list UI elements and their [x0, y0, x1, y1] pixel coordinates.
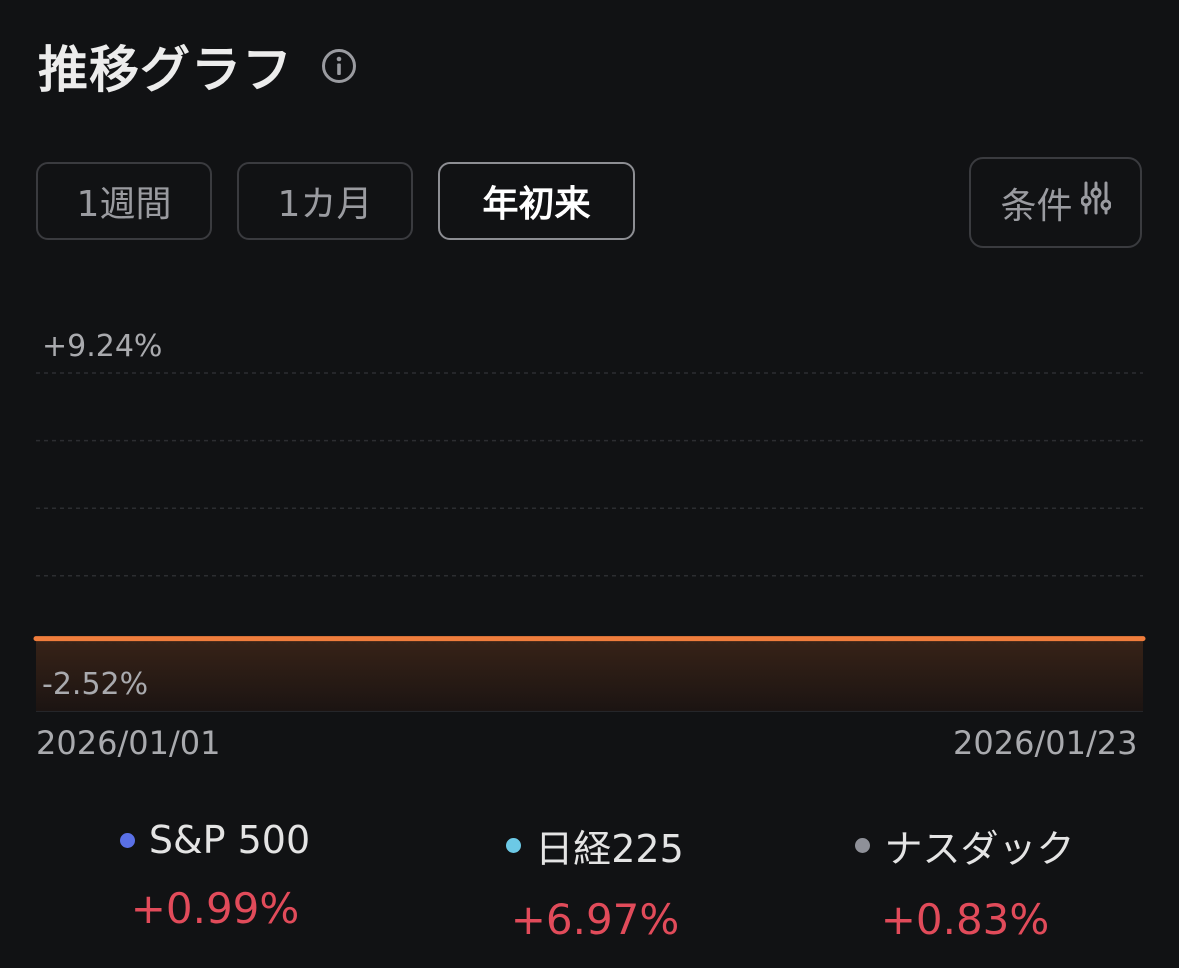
legend-dot: [119, 832, 135, 848]
y-axis-min-label: -2.52%: [42, 667, 149, 702]
legend: S&P 500 +0.99% 日経225 +6.97% ナスダック +0.83%: [0, 818, 1179, 968]
highlight-series-area: [36, 638, 1143, 711]
legend-item-sp500: S&P 500 +0.99%: [95, 818, 335, 933]
period-tabs: 1週間 1カ月 年初来: [36, 162, 635, 240]
x-axis-end-label: 2026/01/23: [953, 724, 1138, 762]
header: 推移グラフ: [38, 30, 357, 102]
y-axis-max-label: +9.24%: [42, 329, 163, 364]
tab-label: 年初来: [482, 184, 591, 225]
legend-item-nasdaq: ナスダック +0.83%: [835, 818, 1095, 944]
legend-value: +0.99%: [130, 884, 300, 933]
page-title: 推移グラフ: [38, 41, 293, 99]
legend-value: +6.97%: [510, 895, 680, 944]
filter-button[interactable]: 条件: [969, 157, 1142, 248]
info-circle-icon[interactable]: [321, 48, 357, 84]
x-axis-start-label: 2026/01/01: [36, 724, 221, 762]
sliders-icon: [1080, 181, 1111, 224]
legend-value: +0.83%: [880, 895, 1050, 944]
legend-label: 日経225: [535, 827, 684, 871]
tab-label: 1週間: [76, 184, 172, 225]
filter-button-label: 条件: [1000, 185, 1073, 227]
legend-dot: [855, 838, 871, 853]
legend-label: ナスダック: [884, 827, 1075, 871]
legend-label: S&P 500: [148, 818, 311, 862]
tab-label: 1カ月: [277, 184, 373, 225]
legend-dot: [506, 838, 522, 853]
tab-1-month[interactable]: 1カ月: [237, 162, 413, 240]
legend-item-nikkei225: 日経225 +6.97%: [480, 818, 710, 944]
tab-1-week[interactable]: 1週間: [36, 162, 212, 240]
tab-year-to-date[interactable]: 年初来: [438, 162, 635, 240]
